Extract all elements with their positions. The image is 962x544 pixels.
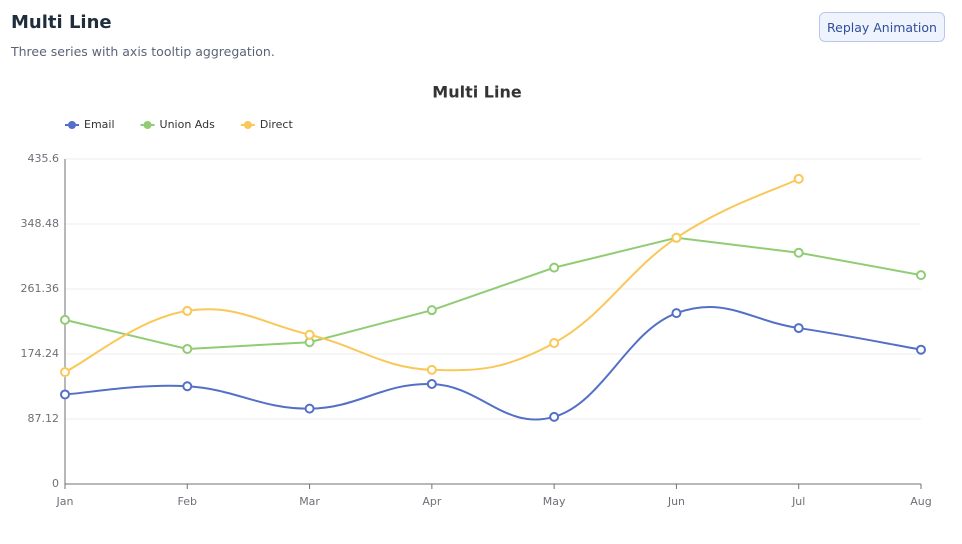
data-point[interactable] (793, 323, 804, 334)
data-point[interactable] (60, 389, 70, 400)
series-line (64, 177, 800, 373)
legend-icon (68, 121, 76, 129)
data-point[interactable] (182, 305, 193, 316)
data-point[interactable] (426, 364, 437, 375)
data-point[interactable] (182, 343, 193, 354)
page-subtitle: Three series with axis tooltip aggregati… (11, 44, 275, 59)
legend-label[interactable]: Email (84, 118, 115, 131)
data-point[interactable] (549, 411, 560, 422)
y-tick-label: 348.48 (21, 217, 60, 230)
data-point[interactable] (60, 367, 70, 378)
data-point[interactable] (671, 308, 682, 319)
x-tick-label: Feb (178, 495, 197, 508)
data-point[interactable] (916, 270, 926, 281)
x-tick-label: Apr (422, 495, 442, 508)
data-point[interactable] (304, 329, 315, 340)
data-point[interactable] (60, 314, 70, 325)
legend-icon (243, 121, 252, 129)
y-tick-label: 87.12 (28, 412, 60, 425)
data-point[interactable] (671, 232, 682, 243)
data-point[interactable] (426, 305, 437, 316)
y-tick-label: 0 (52, 477, 59, 490)
legend-label[interactable]: Direct (260, 118, 294, 131)
data-point[interactable] (549, 337, 560, 348)
y-tick-label: 435.6 (28, 152, 60, 165)
data-point[interactable] (182, 381, 193, 392)
page-title: Multi Line (11, 12, 112, 33)
chart-title: Multi Line (432, 83, 522, 102)
legend-label[interactable]: Union Ads (160, 118, 216, 131)
data-point[interactable] (426, 379, 437, 390)
x-tick-label: Jun (667, 495, 685, 508)
x-tick-label: May (543, 495, 566, 508)
data-point[interactable] (549, 262, 560, 273)
series-line (64, 305, 922, 421)
data-point[interactable] (793, 173, 804, 184)
legend-icon (143, 121, 152, 129)
series-line (64, 236, 922, 350)
data-point[interactable] (304, 403, 315, 414)
y-tick-label: 261.36 (21, 282, 60, 295)
data-point[interactable] (916, 344, 926, 355)
y-tick-label: 174.24 (21, 347, 60, 360)
x-tick-label: Jul (791, 495, 805, 508)
x-tick-label: Aug (910, 495, 931, 508)
x-tick-label: Jan (56, 495, 74, 508)
x-tick-label: Mar (299, 495, 320, 508)
replay-button[interactable]: Replay Animation (819, 12, 945, 42)
data-point[interactable] (793, 247, 804, 258)
